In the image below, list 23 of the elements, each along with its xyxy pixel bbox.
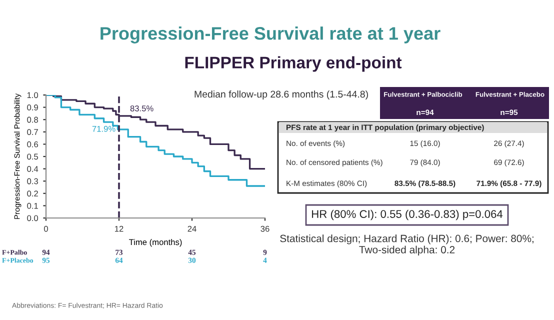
x-tick-label: 36 xyxy=(260,226,270,232)
x-tick-label: 24 xyxy=(188,226,196,232)
y-tick-label: 0.0 xyxy=(27,215,38,222)
y-tick-label: 0.4 xyxy=(27,166,38,172)
y-tick-label: 0.6 xyxy=(27,141,38,148)
annotation: Median follow-up 28.6 months (1.5-44.8) xyxy=(194,90,368,100)
x-tick-label: 12 xyxy=(115,226,124,232)
y-tick-label: 0.2 xyxy=(27,190,38,196)
x-tick-label: 0 xyxy=(44,226,48,232)
annotation: 83.5% xyxy=(130,105,154,112)
chart-subtitle: FLIPPER Primary end-point xyxy=(185,56,402,72)
annotation: 71.9% xyxy=(92,126,116,132)
y-tick-label: 0.5 xyxy=(27,154,38,160)
y-tick-label: 0.9 xyxy=(27,104,38,110)
y-tick-label: 0.1 xyxy=(27,202,38,209)
y-tick-label: 0.8 xyxy=(27,116,38,123)
y-tick-label: 1.0 xyxy=(27,92,38,98)
x-axis-title: Time (months) xyxy=(128,238,182,247)
chart-title: Progression-Free Survival rate at 1 year xyxy=(100,26,440,44)
y-tick-label: 0.3 xyxy=(27,178,38,184)
text: Statistical design; Hazard Ratio (HR): 0.6; Power: 80%; Two-sided alpha: 0.2 xyxy=(280,234,534,256)
y-tick-label: 0.7 xyxy=(27,129,38,135)
text: HR (80% CI): 0.55 (0.36-0.83) p=0.064 xyxy=(312,210,503,220)
